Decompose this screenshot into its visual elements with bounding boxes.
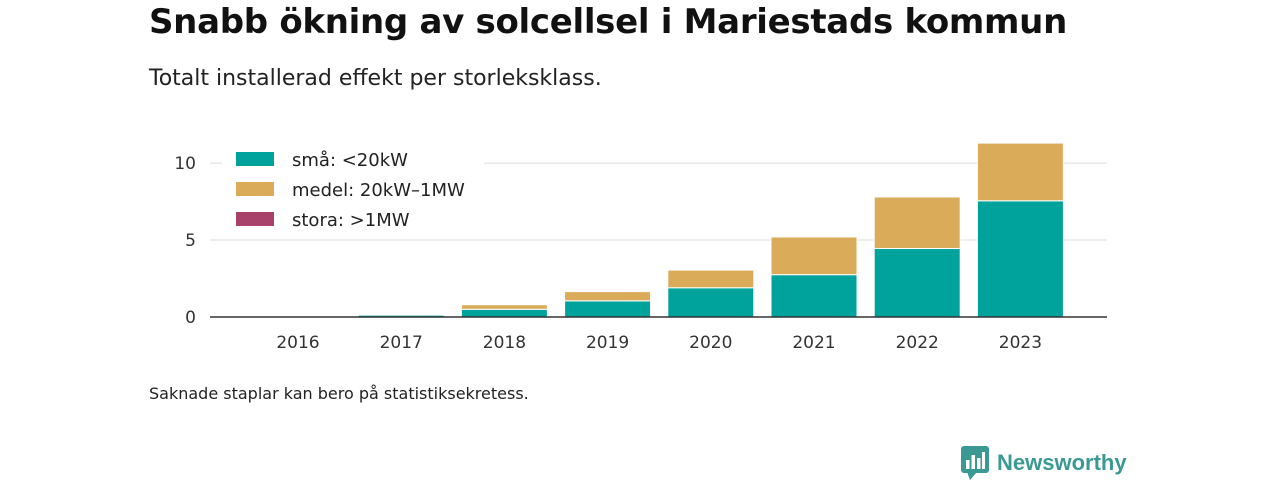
x-tick-label: 2016 bbox=[276, 333, 319, 353]
legend-swatch bbox=[236, 152, 274, 166]
bar-chart-speech-bubble-icon bbox=[961, 446, 989, 480]
bar-segment bbox=[976, 200, 1064, 318]
brand-name: Newsworthy bbox=[997, 450, 1127, 475]
bar-segment bbox=[770, 274, 858, 318]
bar-segment bbox=[667, 287, 755, 318]
bar-segment bbox=[460, 308, 548, 318]
legend-swatch bbox=[236, 212, 274, 226]
legend-label: stora: >1MW bbox=[292, 210, 410, 231]
bar-segment bbox=[873, 196, 961, 250]
y-tick-label: 0 bbox=[185, 308, 196, 328]
x-tick-label: 2021 bbox=[792, 333, 835, 353]
legend: små: <20kW medel: 20kW–1MW stora: >1MW bbox=[222, 146, 484, 238]
legend-label: medel: 20kW–1MW bbox=[292, 180, 465, 201]
stacked-bar-chart: 0 5 10 2016 2017 2018 2019 2020 2021 2022 2023 sm… bbox=[174, 142, 1107, 353]
chart-title: Snabb ökning av solcellsel i Mariestads … bbox=[149, 2, 1067, 42]
x-tick-label: 2022 bbox=[896, 333, 939, 353]
bar-segment bbox=[873, 248, 961, 318]
chart-subtitle: Totalt installerad effekt per storlekskl… bbox=[149, 66, 602, 91]
bar-segment bbox=[976, 142, 1064, 202]
brand: Newsworthy bbox=[961, 446, 1127, 480]
bar-segment bbox=[564, 291, 652, 302]
y-tick-label: 5 bbox=[185, 231, 196, 251]
x-tick-label: 2019 bbox=[586, 333, 629, 353]
bar-segment bbox=[564, 300, 652, 318]
x-tick-label: 2018 bbox=[483, 333, 526, 353]
y-tick-label: 10 bbox=[174, 154, 196, 174]
bar-segment bbox=[460, 304, 548, 310]
bar-segment bbox=[770, 236, 858, 276]
footnote: Saknade staplar kan bero på statistiksek… bbox=[149, 384, 529, 403]
bar-segment bbox=[667, 269, 755, 289]
y-axis-ticks: 0 5 10 bbox=[174, 154, 196, 328]
legend-swatch bbox=[236, 182, 274, 196]
x-tick-label: 2017 bbox=[380, 333, 423, 353]
x-axis-ticks: 2016 2017 2018 2019 2020 2021 2022 2023 bbox=[276, 333, 1042, 353]
x-tick-label: 2020 bbox=[689, 333, 732, 353]
x-tick-label: 2023 bbox=[999, 333, 1042, 353]
legend-label: små: <20kW bbox=[292, 150, 408, 171]
bars bbox=[254, 142, 1064, 318]
